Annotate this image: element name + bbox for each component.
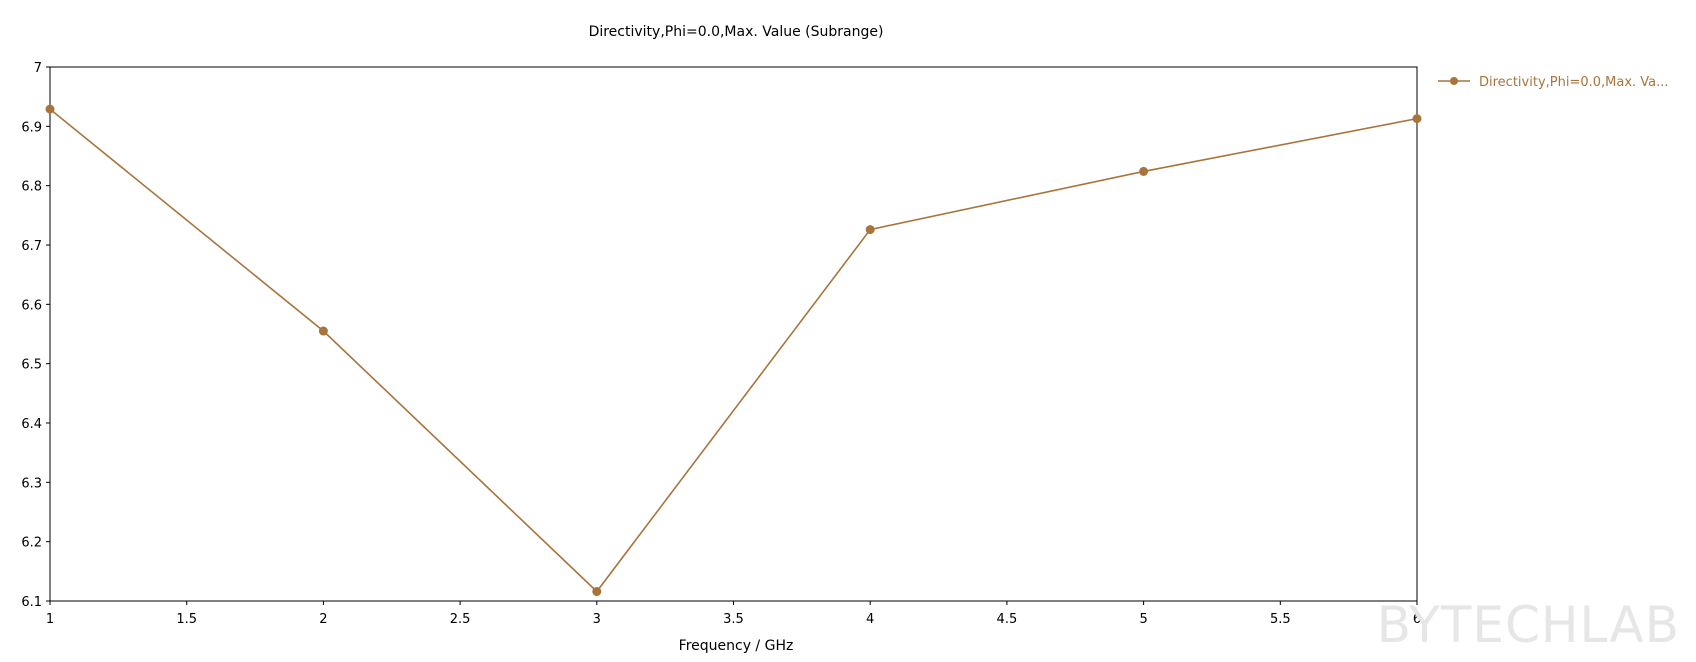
- y-tick-label: 6.2: [21, 536, 42, 551]
- x-tick-label: 2: [319, 612, 327, 627]
- data-point: [1139, 166, 1149, 176]
- x-tick-label: 1.5: [176, 612, 197, 627]
- y-tick-label: 7: [34, 61, 42, 76]
- y-tick-label: 6.1: [21, 595, 42, 610]
- x-tick-label: 4: [866, 612, 874, 627]
- x-tick-label: 3.5: [723, 612, 744, 627]
- x-tick-label: 6: [1413, 612, 1421, 627]
- x-tick-label: 5.5: [1270, 612, 1291, 627]
- data-point: [1412, 114, 1422, 124]
- y-tick-label: 6.3: [21, 476, 42, 491]
- y-tick-label: 6.8: [21, 180, 42, 195]
- y-tick-label: 6.7: [21, 239, 42, 254]
- y-tick-label: 6.6: [21, 298, 42, 313]
- x-tick-label: 4.5: [997, 612, 1018, 627]
- series-line: [49, 108, 1418, 593]
- data-point: [592, 587, 602, 597]
- series-layer: [45, 104, 1422, 597]
- x-tick-label: 1: [46, 612, 54, 627]
- x-tick-label: 3: [593, 612, 601, 627]
- y-tick-label: 6.9: [21, 120, 42, 135]
- axis-layer: 1 1.5 2 2.5 3 3.5 4 4.5 5 5.5 6 7 6.9 6.8 6.7 6.6 6.5 6.4…: [21, 61, 1421, 627]
- x-axis-label: Frequency / GHz: [678, 638, 794, 654]
- y-tick-label: 6.4: [21, 417, 42, 432]
- plot-frame: [49, 66, 1418, 602]
- watermark-text: BYTECHLAB: [1376, 596, 1680, 654]
- chart-title: Directivity,Phi=0.0,Max. Value (Subrange…: [588, 24, 884, 40]
- x-tick-label: 2.5: [450, 612, 471, 627]
- legend-marker: [1450, 77, 1458, 85]
- y-tick-label: 6.5: [21, 358, 42, 373]
- data-point: [45, 104, 55, 114]
- legend: Directivity,Phi=0.0,Max. Va...: [1438, 75, 1669, 90]
- legend-label: Directivity,Phi=0.0,Max. Va...: [1479, 75, 1669, 90]
- x-tick-label: 5: [1139, 612, 1147, 627]
- data-point: [865, 225, 875, 235]
- data-point: [318, 326, 328, 336]
